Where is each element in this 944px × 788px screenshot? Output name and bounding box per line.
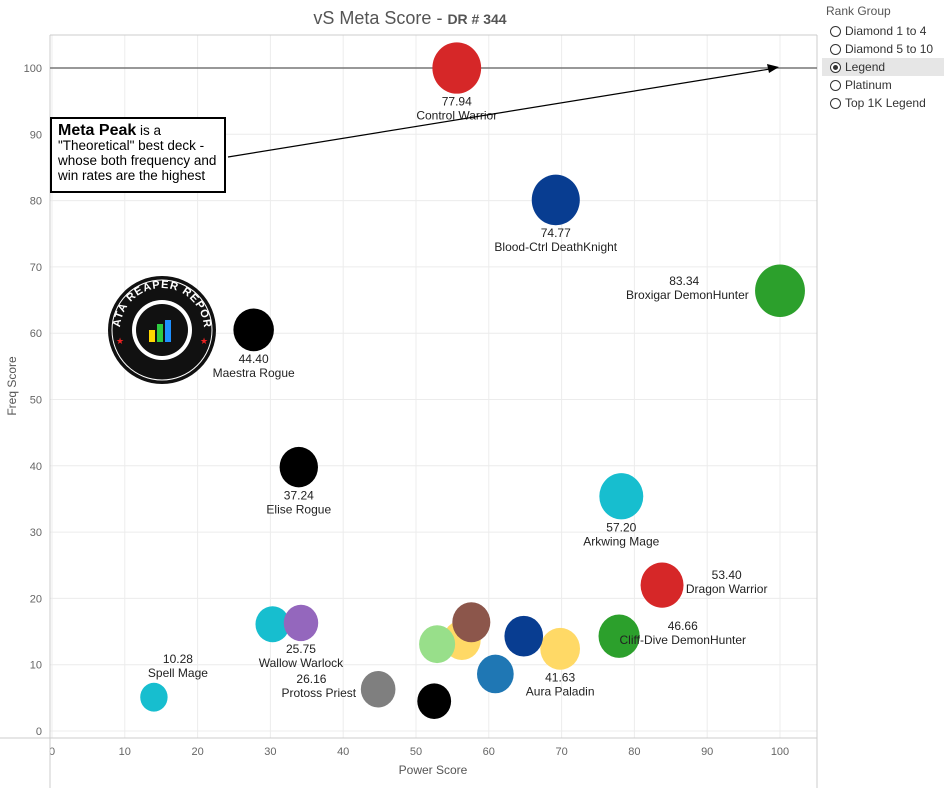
- bubble: [360, 671, 396, 708]
- bubble-value-label: 46.66: [668, 619, 698, 633]
- y-tick-label: 30: [30, 527, 42, 539]
- x-axis-label: Power Score: [399, 763, 468, 777]
- bubble: [640, 562, 684, 608]
- radio-icon[interactable]: [830, 97, 841, 109]
- bubble-name-label: Broxigar DemonHunter: [626, 288, 749, 302]
- y-tick-label: 60: [30, 328, 42, 340]
- y-tick-label: 90: [30, 129, 42, 141]
- bubble-value-label: 57.20: [606, 520, 636, 534]
- radio-selected-icon[interactable]: [830, 61, 841, 73]
- radio-icon[interactable]: [830, 79, 841, 91]
- bubble: [755, 264, 805, 318]
- radio-icon[interactable]: [830, 25, 841, 37]
- bubble: [140, 682, 168, 712]
- x-tick-label: 100: [771, 746, 789, 758]
- x-tick-label: 30: [264, 746, 276, 758]
- bubble-name-label: Maestra Rogue: [213, 366, 295, 380]
- bubble: [417, 683, 452, 719]
- x-tick-label: 90: [701, 746, 713, 758]
- y-tick-label: 10: [30, 660, 42, 672]
- bubble-name-label: Blood-Ctrl DeathKnight: [494, 240, 617, 254]
- y-tick-label: 80: [30, 196, 42, 208]
- bubble-value-label: 44.40: [239, 352, 269, 366]
- bubble-name-label: Protoss Priest: [281, 686, 356, 700]
- x-tick-label: 70: [555, 746, 567, 758]
- option-diamond-1-4[interactable]: Diamond 1 to 4: [822, 22, 944, 40]
- filter-header: Rank Group: [826, 4, 891, 18]
- bubble: [283, 604, 319, 642]
- bubble-name-label: Elise Rogue: [266, 502, 331, 516]
- y-tick-label: 0: [36, 726, 42, 738]
- x-tick-label: 20: [191, 746, 203, 758]
- bubble: [452, 602, 491, 643]
- y-tick-label: 100: [24, 63, 42, 75]
- meta-peak-annotation: Meta Peak is a "Theoretical" best deck -…: [50, 117, 226, 193]
- x-tick-label: 80: [628, 746, 640, 758]
- data-reaper-logo: DATA REAPER REPORT ★ ★: [108, 276, 216, 384]
- bubble-value-label: 25.75: [286, 642, 316, 656]
- chart-title: vS Meta Score - DR # 344: [313, 8, 507, 28]
- y-tick-label: 50: [30, 395, 42, 407]
- bubble-value-label: 26.16: [296, 672, 326, 686]
- option-legend[interactable]: Legend: [822, 58, 944, 76]
- option-top-1k-legend[interactable]: Top 1K Legend: [822, 94, 944, 112]
- bubble-name-label: Control Warrior: [416, 109, 497, 123]
- x-tick-label: 10: [119, 746, 131, 758]
- bubble-value-label: 83.34: [669, 274, 699, 288]
- rank-group-filter: Rank Group Diamond 1 to 4 Diamond 5 to 1…: [822, 0, 944, 112]
- bubble-name-label: Wallow Warlock: [259, 656, 344, 670]
- bubble-value-label: 74.77: [541, 226, 571, 240]
- arrow-head-icon: [767, 64, 779, 73]
- bubble-value-label: 77.94: [442, 95, 472, 109]
- radio-icon[interactable]: [830, 43, 841, 55]
- bubble-name-label: Cliff-Dive DemonHunter: [620, 633, 747, 647]
- svg-text:★: ★: [116, 336, 124, 346]
- y-axis-label: Freq Score: [5, 356, 19, 416]
- bubble-value-label: 41.63: [545, 671, 575, 685]
- bubble: [279, 446, 318, 488]
- y-tick-label: 40: [30, 461, 42, 473]
- x-tick-label: 40: [337, 746, 349, 758]
- x-tick-label: 50: [410, 746, 422, 758]
- bubble-value-label: 53.40: [712, 568, 742, 582]
- bubble: [504, 615, 544, 657]
- bubble: [432, 42, 482, 94]
- bubble-value-label: 10.28: [163, 652, 193, 666]
- x-tick-label: 60: [483, 746, 495, 758]
- bubble-name-label: Aura Paladin: [526, 685, 595, 699]
- bubble: [477, 654, 514, 694]
- annotation-arrow: [227, 68, 771, 158]
- bubble: [598, 614, 640, 658]
- y-tick-label: 20: [30, 593, 42, 605]
- bubble: [599, 473, 644, 520]
- x-tick-label: 0: [49, 746, 55, 758]
- bubble-value-label: 37.24: [284, 488, 314, 502]
- bubble-name-label: Arkwing Mage: [583, 534, 659, 548]
- option-diamond-5-10[interactable]: Diamond 5 to 10: [822, 40, 944, 58]
- bubble: [531, 174, 580, 226]
- bubble-name-label: Dragon Warrior: [686, 582, 768, 596]
- bubble: [540, 627, 581, 670]
- bubble: [419, 625, 456, 664]
- bubble: [233, 308, 274, 352]
- bubble: [255, 606, 290, 643]
- option-platinum[interactable]: Platinum: [822, 76, 944, 94]
- y-tick-label: 70: [30, 262, 42, 274]
- bubble-name-label: Spell Mage: [148, 666, 208, 680]
- svg-text:★: ★: [200, 336, 208, 346]
